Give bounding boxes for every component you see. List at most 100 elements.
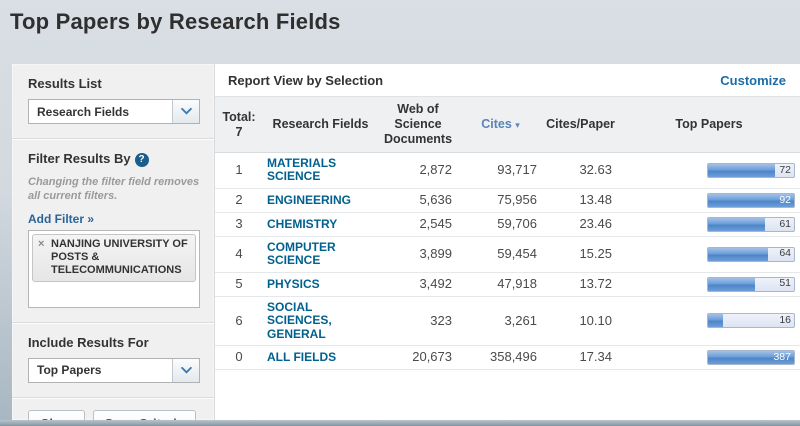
table-row: 1 MATERIALS SCIENCE 2,872 93,717 32.63 7… [215, 152, 800, 189]
include-results-section: Include Results For Top Papers [12, 323, 214, 397]
top-papers-value: 51 [779, 277, 791, 290]
row-rank: 6 [215, 296, 263, 347]
results-list-section: Results List Research Fields [12, 64, 214, 138]
cites-value: 93,717 [458, 152, 543, 189]
docs-value: 5,636 [378, 188, 458, 213]
results-list-label: Results List [28, 76, 102, 91]
field-link[interactable]: ALL FIELDS [267, 349, 337, 364]
bar-fill [708, 351, 794, 365]
table-header-row: Total: 7 Research Fields Web of Science … [215, 96, 800, 153]
table-row: 3 CHEMISTRY 2,545 59,706 23.46 61 [215, 212, 800, 237]
top-papers-bar: 16 [707, 313, 795, 329]
add-filter-link[interactable]: Add Filter » [28, 211, 95, 226]
table-row: 5 PHYSICS 3,492 47,918 13.72 51 [215, 272, 800, 297]
column-header-cites[interactable]: Cites ▾ [458, 96, 543, 153]
divider [12, 321, 214, 323]
filter-note: Changing the filter field removes all cu… [28, 176, 200, 203]
criteria-sidebar: Results List Research Fields Filter Resu… [12, 64, 215, 426]
cites-value: 3,261 [458, 296, 543, 347]
cites-value: 75,956 [458, 188, 543, 213]
include-results-dropdown[interactable]: Top Papers [28, 357, 200, 383]
cites-per-paper-value: 15.25 [543, 236, 618, 273]
docs-value: 2,872 [378, 152, 458, 189]
top-papers-value: 387 [773, 350, 791, 363]
row-rank: 1 [215, 152, 263, 189]
top-papers-value: 16 [779, 314, 791, 327]
column-header-cites-per-paper[interactable]: Cites/Paper [543, 96, 618, 153]
docs-value: 323 [378, 296, 458, 347]
report-header: Report View by Selection Customize [215, 64, 800, 96]
table-row: 6 SOCIAL SCIENCES, GENERAL 323 3,261 10.… [215, 296, 800, 347]
top-papers-bar: 64 [707, 246, 795, 262]
divider [12, 138, 214, 139]
row-rank: 4 [215, 236, 263, 273]
chevron-down-icon [172, 358, 199, 382]
results-list-dropdown[interactable]: Research Fields [28, 99, 200, 124]
include-results-label: Include Results For [28, 334, 149, 350]
top-papers-bar: 51 [707, 276, 795, 292]
cites-per-paper-value: 17.34 [543, 345, 618, 371]
top-papers-value: 92 [779, 193, 791, 206]
content-layout: Results List Research Fields Filter Resu… [12, 64, 800, 426]
docs-value: 3,492 [378, 272, 458, 297]
docs-value: 20,673 [378, 345, 458, 371]
cites-per-paper-value: 10.10 [543, 296, 618, 347]
top-papers-value: 61 [779, 217, 791, 230]
table-row: 4 COMPUTER SCIENCE 3,899 59,454 15.25 64 [215, 236, 800, 273]
row-rank: 2 [215, 188, 263, 213]
include-results-selected: Top Papers [37, 363, 102, 378]
bar-fill [708, 193, 794, 207]
cites-per-paper-value: 23.46 [543, 212, 618, 237]
sort-descending-icon: ▾ [515, 120, 520, 130]
cites-value: 59,706 [458, 212, 543, 237]
bottom-scrollbar-track[interactable] [0, 420, 800, 426]
top-papers-bar: 387 [707, 350, 795, 366]
column-header-top-papers[interactable]: Top Papers [618, 96, 800, 153]
top-papers-bar: 92 [707, 192, 795, 208]
cites-per-paper-value: 32.63 [543, 152, 618, 189]
report-panel: Report View by Selection Customize Total… [215, 64, 800, 420]
bar-fill [708, 163, 776, 177]
filter-tag[interactable]: × NANJING UNIVERSITY OF POSTS & TELECOMM… [32, 233, 196, 282]
customize-link[interactable]: Customize [720, 73, 786, 88]
help-icon[interactable]: ? [134, 153, 149, 167]
top-papers-value: 64 [779, 247, 791, 260]
top-papers-bar: 72 [707, 162, 795, 178]
docs-value: 3,899 [378, 236, 458, 273]
page-title: Top Papers by Research Fields [10, 9, 341, 34]
field-link[interactable]: PHYSICS [267, 276, 320, 291]
field-link[interactable]: MATERIALS SCIENCE [267, 156, 337, 184]
row-rank: 5 [215, 272, 263, 297]
cites-value: 358,496 [458, 345, 543, 371]
top-papers-bar: 61 [707, 216, 795, 232]
results-list-selected: Research Fields [37, 104, 130, 119]
active-filters-box: × NANJING UNIVERSITY OF POSTS & TELECOMM… [28, 229, 200, 308]
remove-filter-icon[interactable]: × [38, 237, 45, 250]
divider [12, 396, 214, 398]
cites-per-paper-value: 13.72 [543, 272, 618, 297]
field-link[interactable]: COMPUTER SCIENCE [267, 239, 336, 268]
bar-fill [708, 277, 756, 291]
field-link[interactable]: SOCIAL SCIENCES, GENERAL [267, 299, 332, 341]
top-papers-value: 72 [779, 163, 791, 176]
chevron-down-icon [172, 100, 199, 123]
bar-fill [708, 247, 769, 261]
bar-fill [708, 217, 765, 231]
filter-section: Filter Results By? Changing the filter f… [12, 139, 214, 322]
table-row: 0 ALL FIELDS 20,673 358,496 17.34 387 [215, 345, 800, 371]
column-header-research-fields[interactable]: Research Fields [263, 96, 378, 153]
cites-per-paper-value: 13.48 [543, 188, 618, 213]
filter-results-label: Filter Results By? [28, 151, 200, 167]
table-row: 2 ENGINEERING 5,636 75,956 13.48 92 [215, 188, 800, 213]
bar-fill [708, 314, 723, 328]
filter-tag-label: NANJING UNIVERSITY OF POSTS & TELECOMMUN… [51, 237, 188, 276]
field-link[interactable]: ENGINEERING [267, 192, 352, 207]
field-link[interactable]: CHEMISTRY [267, 216, 338, 231]
total-count-header: Total: 7 [215, 96, 263, 153]
row-rank: 3 [215, 212, 263, 237]
cites-value: 59,454 [458, 236, 543, 273]
docs-value: 2,545 [378, 212, 458, 237]
column-header-wos-documents[interactable]: Web of Science Documents [378, 96, 458, 153]
report-view-title: Report View by Selection [228, 73, 384, 88]
results-table: Total: 7 Research Fields Web of Science … [215, 96, 800, 371]
